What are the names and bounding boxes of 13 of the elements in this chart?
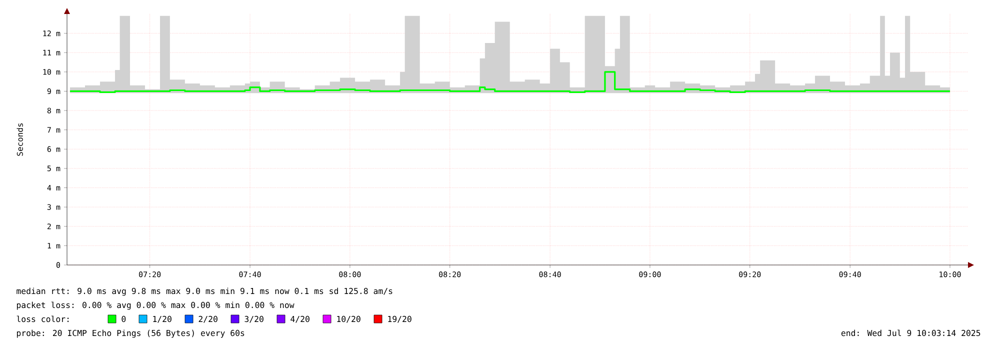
- legend-label: 2/20: [198, 316, 218, 323]
- text: packet loss: 0.00 % avg 0.00 % max 0.00 % min 0.00 % now: [16, 302, 294, 310]
- legend-label: 10/20: [337, 316, 360, 323]
- text: end: Wed Jul 9 10:03:14 2025: [841, 330, 980, 336]
- y-axis-title: Seconds: [16, 123, 23, 156]
- legend-label: 19/20: [388, 316, 412, 323]
- text: median rtt: 9.0 ms avg 9.8 ms max 9.0 ms min 9.1 ms now 0.1 ms sd 125.8 am/s: [16, 288, 392, 296]
- legend-label: 1/20: [153, 316, 172, 323]
- legend-label: 4/20: [290, 316, 310, 323]
- text: probe: 20 ICMP Echo Pings (56 Bytes) every 60s: [16, 330, 244, 338]
- legend-label: 3/20: [244, 316, 264, 323]
- legend-title: loss color:: [16, 316, 69, 322]
- legend-label: 0: [122, 316, 126, 322]
